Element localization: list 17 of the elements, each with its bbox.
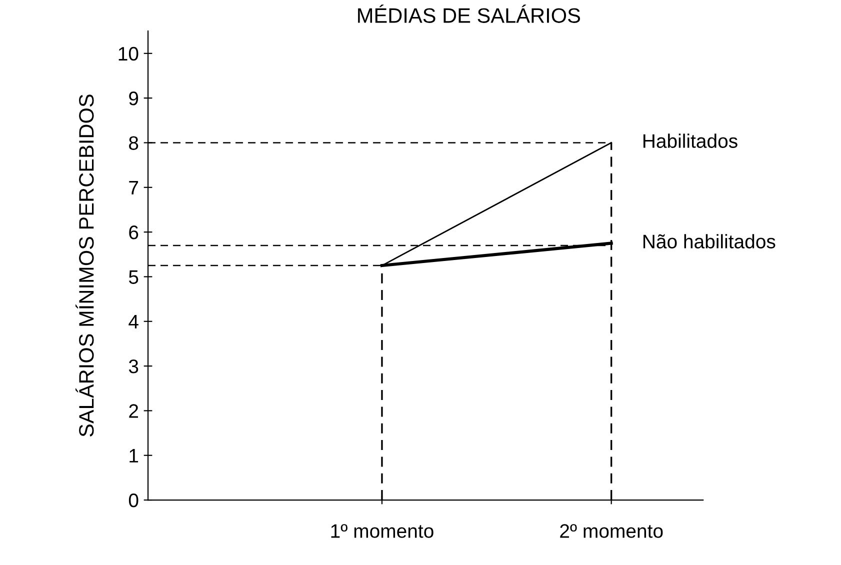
y-tick-label: 8 <box>129 136 138 150</box>
y-tick-label: 0 <box>128 493 138 508</box>
y-tick-label: 7 <box>129 181 138 194</box>
y-tick-label: 5 <box>128 270 138 284</box>
y-tick-label: 3 <box>128 360 138 374</box>
chart-title: MÉDIAS DE SALÁRIOS <box>358 4 580 23</box>
y-axis-title: SALÁRIOS MÍNIMOS PERCEBIDOS <box>76 94 94 437</box>
y-tick-label: 1 <box>130 449 138 462</box>
y-tick-label: 10 <box>118 46 138 61</box>
y-tick-label: 2 <box>129 404 138 418</box>
y-tick-label: 4 <box>128 315 138 328</box>
x-tick-label: 2º momento <box>560 524 663 538</box>
y-tick-label: 6 <box>129 226 138 240</box>
series-label: Habilitados <box>643 134 738 148</box>
x-tick-label: 1º momento <box>331 524 434 538</box>
y-tick-label: 9 <box>129 92 138 106</box>
series-label: Não habilitados <box>643 234 776 248</box>
